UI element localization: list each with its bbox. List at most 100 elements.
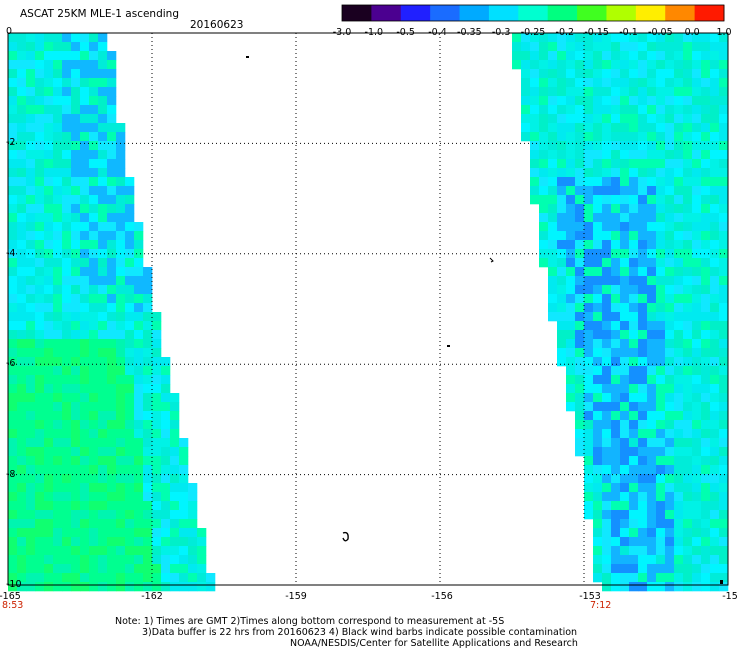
data-cell xyxy=(566,222,576,232)
data-cell xyxy=(53,42,63,52)
data-cell xyxy=(575,240,585,250)
data-cell xyxy=(683,222,693,232)
data-cell xyxy=(17,465,27,475)
data-cell xyxy=(62,204,72,214)
data-cell xyxy=(674,114,684,124)
data-cell xyxy=(683,348,693,358)
data-cell xyxy=(134,303,144,313)
data-cell xyxy=(89,141,99,151)
data-cell xyxy=(620,519,630,529)
data-cell xyxy=(98,285,108,295)
data-cell xyxy=(557,42,567,52)
data-cell xyxy=(80,546,90,556)
data-cell xyxy=(170,429,180,439)
data-cell xyxy=(566,33,576,43)
data-cell xyxy=(107,132,117,142)
data-cell xyxy=(53,204,63,214)
data-cell xyxy=(8,303,18,313)
data-cell xyxy=(35,366,45,376)
x-tick-label: -156 xyxy=(431,591,453,602)
data-cell xyxy=(575,438,585,448)
data-cell xyxy=(134,321,144,331)
data-cell xyxy=(26,510,36,520)
data-cell xyxy=(602,69,612,79)
data-cell xyxy=(629,474,639,484)
data-cell xyxy=(602,483,612,493)
data-cell xyxy=(44,240,54,250)
data-cell xyxy=(638,240,648,250)
data-cell xyxy=(710,276,720,286)
data-cell xyxy=(692,87,702,97)
data-cell xyxy=(638,177,648,187)
data-cell xyxy=(134,222,144,232)
data-cell xyxy=(107,393,117,403)
data-cell xyxy=(17,69,27,79)
data-cell xyxy=(710,195,720,205)
data-cell xyxy=(152,528,162,538)
data-cell xyxy=(629,303,639,313)
data-cell xyxy=(710,51,720,61)
data-cell xyxy=(17,393,27,403)
data-cell xyxy=(602,537,612,547)
data-cell xyxy=(647,114,657,124)
data-cell xyxy=(710,501,720,511)
data-cell xyxy=(98,150,108,160)
data-cell xyxy=(584,285,594,295)
data-cell xyxy=(89,69,99,79)
data-cell xyxy=(80,33,90,43)
data-cell xyxy=(584,366,594,376)
data-cell xyxy=(656,132,666,142)
data-cell xyxy=(674,231,684,241)
data-cell xyxy=(647,528,657,538)
data-cell xyxy=(125,240,135,250)
data-cell xyxy=(107,60,117,70)
data-cell xyxy=(638,42,648,52)
data-cell xyxy=(710,42,720,52)
data-cell xyxy=(98,303,108,313)
data-cell xyxy=(656,213,666,223)
data-cell xyxy=(647,501,657,511)
data-cell xyxy=(602,411,612,421)
data-cell xyxy=(611,114,621,124)
data-cell xyxy=(53,519,63,529)
data-cell xyxy=(584,168,594,178)
data-cell xyxy=(647,321,657,331)
data-cell xyxy=(134,384,144,394)
data-cell xyxy=(629,267,639,277)
data-cell xyxy=(62,186,72,196)
data-cell xyxy=(656,474,666,484)
data-cell xyxy=(620,132,630,142)
data-cell xyxy=(53,465,63,475)
data-cell xyxy=(629,294,639,304)
data-cell xyxy=(143,537,153,547)
data-cell xyxy=(125,429,135,439)
data-cell xyxy=(8,294,18,304)
data-cell xyxy=(161,411,171,421)
data-cell xyxy=(44,42,54,52)
data-cell xyxy=(152,582,162,592)
data-cell xyxy=(719,33,729,43)
data-cell xyxy=(98,222,108,232)
data-cell xyxy=(719,321,729,331)
data-cell xyxy=(566,150,576,160)
data-cell xyxy=(116,402,126,412)
data-cell xyxy=(548,150,558,160)
data-cell xyxy=(719,213,729,223)
data-cell xyxy=(593,141,603,151)
data-cell xyxy=(710,546,720,556)
data-cell xyxy=(98,465,108,475)
data-cell xyxy=(125,573,135,583)
data-cell xyxy=(620,546,630,556)
data-cell xyxy=(557,357,567,367)
data-cell xyxy=(89,267,99,277)
data-cell xyxy=(629,339,639,349)
data-cell xyxy=(53,60,63,70)
data-cell xyxy=(143,501,153,511)
data-cell xyxy=(566,321,576,331)
data-cell xyxy=(89,537,99,547)
data-cell xyxy=(62,303,72,313)
data-cell xyxy=(116,564,126,574)
data-cell xyxy=(44,582,54,592)
data-cell xyxy=(152,555,162,565)
data-cell xyxy=(575,33,585,43)
